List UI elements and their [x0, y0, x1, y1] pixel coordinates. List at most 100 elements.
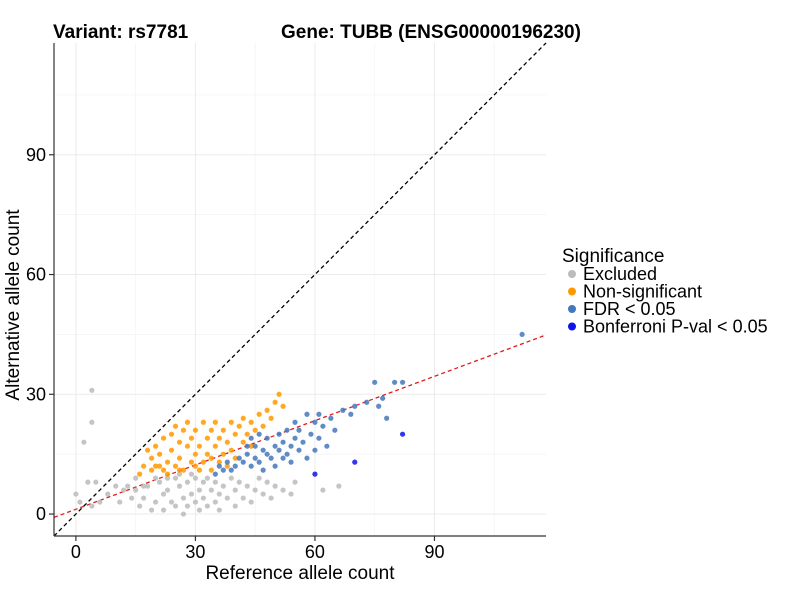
data-point	[220, 467, 226, 473]
data-point	[308, 431, 314, 437]
data-point	[141, 483, 147, 489]
x-tick-label: 90	[424, 542, 444, 562]
data-point	[184, 479, 191, 485]
data-point	[260, 491, 266, 497]
data-point	[264, 435, 270, 441]
data-point	[284, 451, 290, 457]
data-point	[260, 423, 266, 429]
data-point	[304, 455, 310, 461]
data-point	[228, 475, 234, 481]
data-point	[208, 455, 214, 461]
data-point	[240, 495, 246, 501]
data-point	[324, 443, 330, 449]
data-point	[188, 459, 195, 465]
data-point	[180, 427, 187, 433]
data-point	[280, 487, 286, 493]
data-point	[168, 431, 175, 437]
data-point	[192, 499, 199, 505]
y-tick-label: 0	[36, 504, 46, 524]
data-point	[232, 463, 238, 469]
data-point	[152, 443, 159, 449]
data-point	[220, 483, 226, 489]
legend-label: Bonferroni P-val < 0.05	[583, 317, 768, 337]
data-point	[248, 463, 254, 469]
axes: 0 30 60 90 0 30 60 90	[26, 43, 546, 562]
data-point	[380, 395, 386, 401]
legend-key	[568, 322, 576, 331]
data-point	[93, 479, 99, 485]
fit-line	[53, 334, 547, 518]
y-tick-label: 90	[26, 145, 46, 165]
data-point	[208, 427, 214, 433]
data-point	[252, 443, 258, 449]
data-point	[172, 503, 179, 509]
data-point	[304, 411, 310, 417]
data-point	[348, 411, 354, 417]
data-point	[156, 451, 163, 457]
data-point	[376, 403, 382, 409]
data-point	[240, 459, 246, 465]
x-axis-title: Reference allele count	[205, 563, 395, 584]
data-point	[399, 379, 406, 385]
data-point	[81, 439, 87, 445]
data-point	[212, 443, 218, 449]
data-point	[248, 435, 254, 441]
data-point	[200, 419, 206, 425]
data-point	[240, 439, 246, 445]
data-point	[268, 455, 274, 461]
data-point	[145, 483, 151, 489]
data-point	[200, 479, 206, 485]
data-point	[392, 379, 398, 385]
data-point	[288, 443, 294, 449]
data-point	[188, 491, 195, 497]
data-point	[264, 479, 270, 485]
data-point	[164, 459, 171, 465]
data-point	[236, 479, 242, 485]
data-point	[519, 331, 525, 338]
data-point	[232, 487, 238, 493]
legend-title: Significance	[562, 246, 664, 267]
data-point	[316, 411, 322, 417]
data-point	[288, 491, 294, 497]
data-point	[89, 387, 95, 393]
data-point	[252, 427, 258, 433]
data-point	[256, 459, 262, 465]
data-point	[160, 467, 167, 473]
data-point	[164, 487, 171, 493]
data-point	[224, 439, 230, 445]
data-point	[216, 435, 222, 441]
data-point	[288, 459, 294, 465]
data-point	[212, 471, 218, 477]
identity-line	[53, 42, 547, 537]
data-point	[113, 483, 119, 489]
data-point	[196, 487, 203, 493]
legend: Significance ExcludedNon-significantFDR …	[562, 246, 768, 337]
data-point	[216, 463, 222, 469]
data-point	[164, 471, 171, 477]
data-point	[152, 475, 159, 481]
data-point	[316, 435, 322, 441]
x-tick-label: 60	[305, 542, 325, 562]
y-tick-label: 30	[26, 384, 46, 404]
data-point	[276, 391, 282, 397]
x-tick-label: 30	[185, 542, 205, 562]
data-point	[340, 407, 346, 413]
data-point	[224, 495, 230, 501]
data-point	[240, 415, 246, 421]
data-point	[228, 419, 234, 425]
data-point	[216, 507, 222, 513]
data-point	[272, 483, 278, 489]
data-point	[160, 435, 167, 441]
x-tick-label: 0	[71, 542, 81, 562]
data-point	[164, 475, 171, 481]
data-point	[200, 459, 206, 465]
data-points	[73, 331, 525, 517]
data-point	[184, 443, 191, 449]
data-point	[133, 487, 139, 493]
data-point	[248, 443, 254, 449]
data-point	[176, 483, 183, 489]
data-point	[204, 475, 210, 481]
data-point	[137, 471, 143, 477]
data-point	[172, 463, 179, 469]
data-point	[200, 495, 206, 501]
